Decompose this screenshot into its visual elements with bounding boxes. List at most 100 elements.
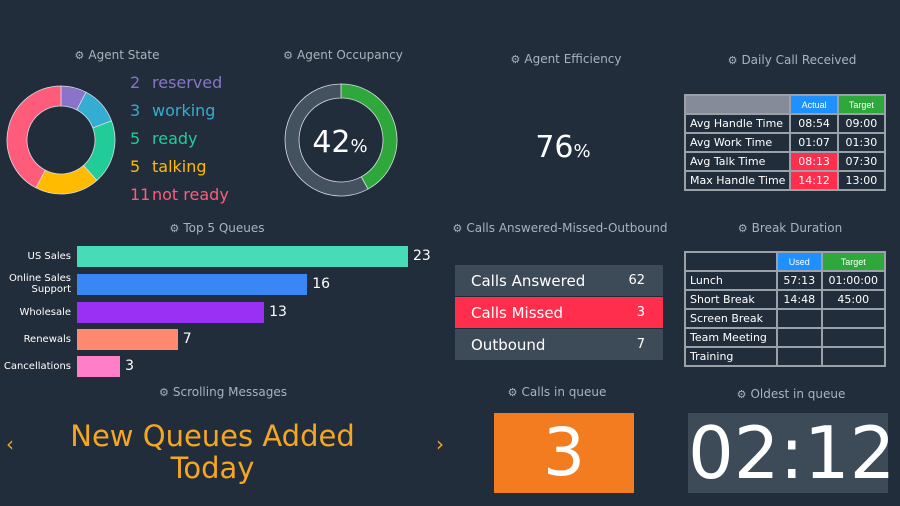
calls-row-label: Calls Missed — [471, 303, 564, 322]
chevron-left-icon[interactable]: ‹ — [6, 432, 14, 456]
legend-count: 2 — [130, 73, 141, 92]
actual-value: 08:54 — [791, 115, 837, 132]
row-label: Avg Work Time — [686, 134, 790, 151]
header-actual: Actual — [791, 96, 837, 113]
legend-count: 11 — [130, 185, 151, 204]
daily-calls-title: ⚙ Daily Call Received — [727, 53, 857, 67]
row-label: Avg Talk Time — [686, 153, 790, 170]
table-row: Avg Talk Time 08:13 07:30 — [686, 153, 884, 170]
queue-label: Wholesale — [19, 307, 71, 318]
table-row: Team Meeting — [686, 329, 884, 346]
daily-calls-table: Actual Target Avg Handle Time 08:54 09:00 Av… — [684, 94, 886, 191]
header-used: Used — [778, 253, 821, 270]
table-row: Avg Handle Time 08:54 09:00 — [686, 115, 884, 132]
occupancy-remaining-segment — [284, 83, 369, 197]
actual-value: 08:13 — [791, 153, 837, 170]
calls-row-value: 7 — [636, 337, 645, 352]
queue-value: 23 — [413, 248, 431, 264]
legend-label: ready — [152, 129, 198, 148]
settings-icon[interactable]: ⚙ — [74, 49, 85, 62]
agent-state-segment-not-ready — [6, 85, 62, 189]
calls-in-queue-value: 3 — [494, 413, 634, 493]
donut-charts — [6, 83, 398, 197]
used-value — [778, 348, 821, 365]
target-value: 13:00 — [838, 172, 884, 189]
oldest-in-queue-title: ⚙ Oldest in queue — [736, 387, 846, 401]
calls-row-label: Outbound — [471, 335, 546, 354]
settings-icon[interactable]: ⚙ — [283, 49, 294, 62]
legend-label: talking — [152, 157, 207, 176]
chevron-right-icon[interactable]: › — [436, 432, 444, 456]
used-value: 14:48 — [778, 291, 821, 308]
settings-icon[interactable]: ⚙ — [736, 388, 747, 401]
table-row: Short Break 14:48 45:00 — [686, 291, 884, 308]
queue-label: Online Sales Support — [8, 273, 71, 295]
settings-icon[interactable]: ⚙ — [727, 54, 738, 67]
calls-amo-title: ⚙ Calls Answered-Missed-Outbound — [452, 221, 668, 235]
legend-item: 5 ready — [130, 129, 198, 148]
queue-bar — [77, 356, 121, 377]
calls-in-queue-title: ⚙ Calls in queue — [507, 385, 607, 399]
used-value — [778, 310, 821, 327]
table-row: Lunch 57:13 01:00:00 — [686, 272, 884, 289]
agent-efficiency-title: ⚙ Agent Efficiency — [510, 52, 622, 66]
header-target: Target — [838, 96, 884, 113]
row-label: Avg Handle Time — [686, 115, 790, 132]
top-queues-title: ⚙ Top 5 Queues — [169, 221, 265, 235]
target-value: 01:00:00 — [822, 272, 884, 289]
efficiency-value: 76% — [535, 130, 591, 165]
header-blank — [686, 253, 776, 270]
calls-row: Calls Missed 3 — [455, 297, 663, 328]
queue-label: Renewals — [23, 334, 71, 345]
used-value: 57:13 — [778, 272, 821, 289]
actual-value: 01:07 — [791, 134, 837, 151]
target-value: 09:00 — [838, 115, 884, 132]
row-label: Training — [686, 348, 776, 365]
legend-label: reserved — [152, 73, 223, 92]
queue-bar — [77, 329, 178, 350]
used-value — [778, 329, 821, 346]
queue-value: 7 — [182, 331, 192, 347]
target-value: 01:30 — [838, 134, 884, 151]
legend-label: working — [152, 101, 216, 120]
settings-icon[interactable]: ⚙ — [510, 53, 521, 66]
settings-icon[interactable]: ⚙ — [452, 222, 463, 235]
legend-item: 2 reserved — [130, 73, 222, 92]
target-value: 45:00 — [822, 291, 884, 308]
settings-icon[interactable]: ⚙ — [159, 386, 169, 399]
header-blank — [686, 96, 790, 113]
legend-count: 5 — [130, 129, 141, 148]
target-value — [822, 348, 884, 365]
header-target: Target — [822, 253, 884, 270]
settings-icon[interactable]: ⚙ — [737, 222, 748, 235]
legend-count: 5 — [130, 157, 141, 176]
row-label: Team Meeting — [686, 329, 776, 346]
settings-icon[interactable]: ⚙ — [169, 222, 180, 235]
queue-bar — [77, 246, 408, 267]
legend-count: 3 — [130, 101, 141, 120]
target-value — [822, 310, 884, 327]
legend-item: 5 talking — [130, 157, 207, 176]
scrolling-message: New Queues Added Today — [70, 419, 355, 485]
calls-row: Calls Answered 62 — [455, 265, 663, 296]
occupancy-value: 42% — [312, 125, 368, 160]
agent-state-title: ⚙ Agent State — [74, 48, 160, 62]
calls-row-label: Calls Answered — [471, 271, 586, 290]
target-value — [822, 329, 884, 346]
queue-label: US Sales — [27, 251, 71, 262]
settings-icon[interactable]: ⚙ — [507, 386, 518, 399]
calls-row: Outbound 7 — [455, 329, 663, 360]
target-value: 07:30 — [838, 153, 884, 170]
queue-bar — [77, 274, 308, 295]
legend-item: 11 not ready — [130, 185, 229, 204]
actual-value: 14:12 — [791, 172, 837, 189]
row-label: Max Handle Time — [686, 172, 790, 189]
agent-occupancy-title: ⚙ Agent Occupancy — [283, 48, 403, 62]
break-duration-table: Used Target Lunch 57:13 01:00:00 Short Break… — [684, 251, 886, 367]
table-row: Avg Work Time 01:07 01:30 — [686, 134, 884, 151]
queue-value: 16 — [312, 276, 331, 292]
calls-row-value: 3 — [636, 305, 645, 320]
calls-row-value: 62 — [628, 273, 645, 288]
queue-bar — [77, 302, 265, 323]
table-row: Max Handle Time 14:12 13:00 — [686, 172, 884, 189]
